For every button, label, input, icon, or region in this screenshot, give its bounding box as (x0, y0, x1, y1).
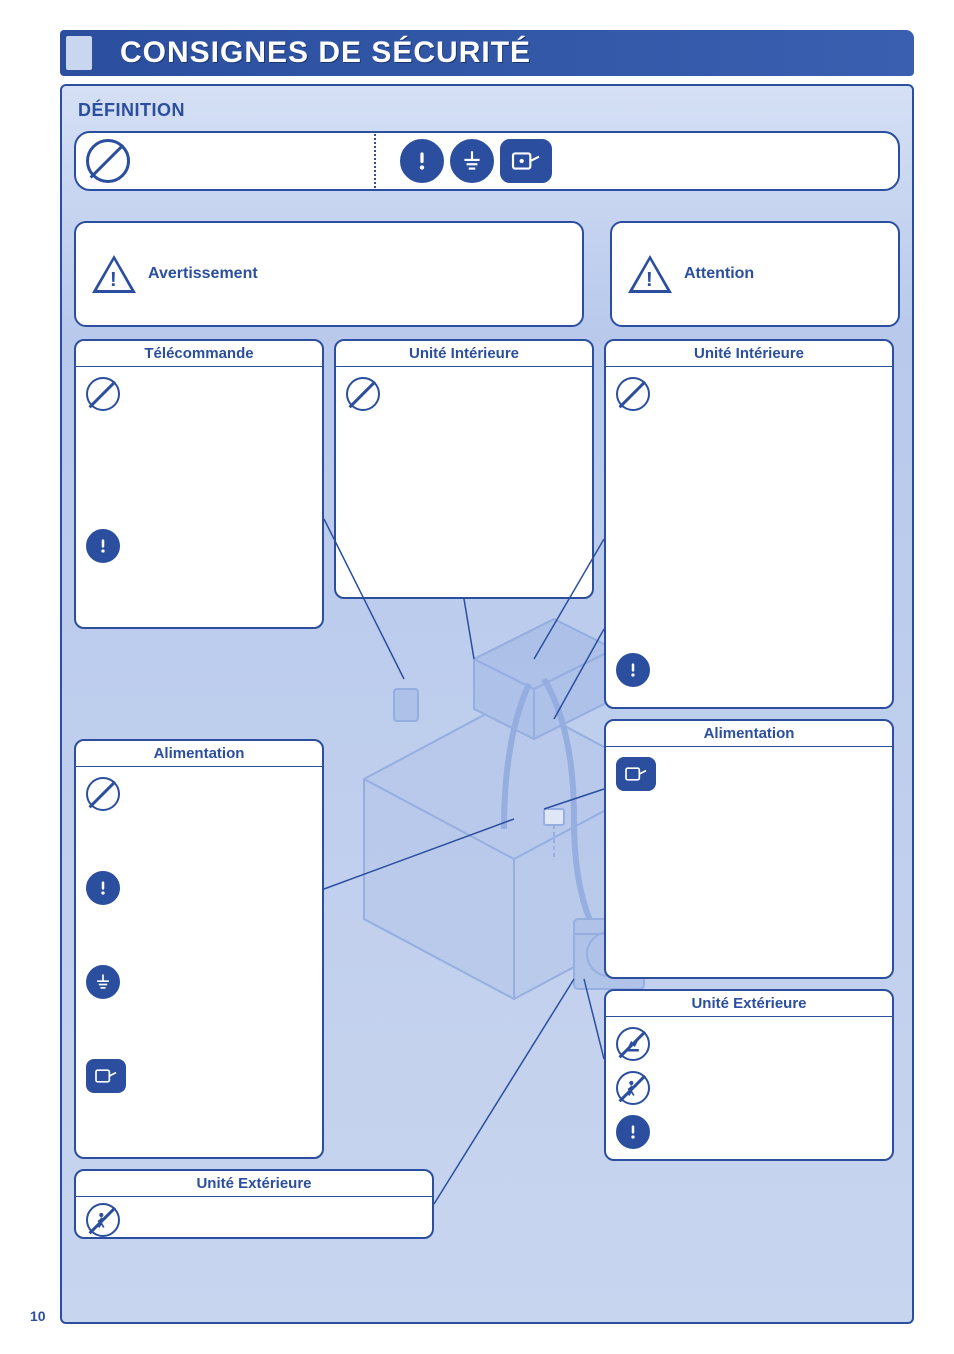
callout-body (76, 367, 322, 573)
main-frame: DÉFINITION ! Averti (60, 84, 914, 1324)
prohibit-icon (346, 377, 380, 411)
no-touch-icon (616, 1071, 650, 1105)
callout-unite-exterieure-right: Unité Extérieure (604, 989, 894, 1161)
callout-alimentation-right: Alimentation (604, 719, 894, 979)
callout-header: Unité Extérieure (76, 1171, 432, 1197)
attention-label: Attention (684, 265, 754, 283)
callouts-area: Télécommande Unité Intérieure Unité (74, 339, 900, 1239)
prohibit-icon (616, 377, 650, 411)
switch-icon (616, 757, 656, 791)
callout-header: Télécommande (76, 341, 322, 367)
callout-header: Alimentation (606, 721, 892, 747)
dotted-separator (374, 131, 376, 191)
switch-icon (86, 1059, 126, 1093)
ground-icon (86, 965, 120, 999)
exclamation-icon (86, 871, 120, 905)
exclamation-icon (400, 139, 444, 183)
definition-row (74, 131, 900, 191)
exclamation-icon (616, 1115, 650, 1149)
switch-icon (500, 139, 552, 183)
page-number: 10 (30, 1308, 46, 1324)
exclamation-icon (616, 653, 650, 687)
callout-body (76, 1197, 432, 1243)
callout-header: Unité Intérieure (336, 341, 592, 367)
callout-unite-exterieure-left: Unité Extérieure (74, 1169, 434, 1239)
callout-alimentation-left: Alimentation (74, 739, 324, 1159)
prohibit-icon (86, 377, 120, 411)
definition-label: DÉFINITION (78, 100, 900, 121)
prohibit-icon (86, 777, 120, 811)
no-touch-icon (86, 1203, 120, 1237)
attention-box: ! Attention (610, 221, 900, 327)
callout-header: Unité Intérieure (606, 341, 892, 367)
callout-body (606, 367, 892, 697)
exclamation-icon (86, 529, 120, 563)
def-mandatory-group (384, 139, 888, 183)
avertissement-label: Avertissement (148, 265, 258, 283)
avertissement-box: ! Avertissement (74, 221, 584, 327)
warning-triangle-icon: ! (628, 255, 672, 293)
callout-header: Unité Extérieure (606, 991, 892, 1017)
callout-unite-interieure-1: Unité Intérieure (334, 339, 594, 599)
callout-unite-interieure-2: Unité Intérieure (604, 339, 894, 709)
page-title: CONSIGNES DE SÉCURITÉ (120, 36, 894, 70)
no-step-icon (616, 1027, 650, 1061)
warning-triangle-icon: ! (92, 255, 136, 293)
header-bar: CONSIGNES DE SÉCURITÉ (60, 30, 914, 76)
callout-body (606, 1017, 892, 1159)
page: CONSIGNES DE SÉCURITÉ DÉFINITION (0, 0, 954, 1354)
callout-body (76, 767, 322, 1103)
prohibit-icon (86, 139, 130, 183)
callout-telecommande: Télécommande (74, 339, 324, 629)
callout-body (606, 747, 892, 801)
ground-icon (450, 139, 494, 183)
callout-header: Alimentation (76, 741, 322, 767)
def-prohibit-group (86, 139, 366, 183)
callout-body (336, 367, 592, 421)
warning-row: ! Avertissement ! Attention (74, 221, 900, 327)
